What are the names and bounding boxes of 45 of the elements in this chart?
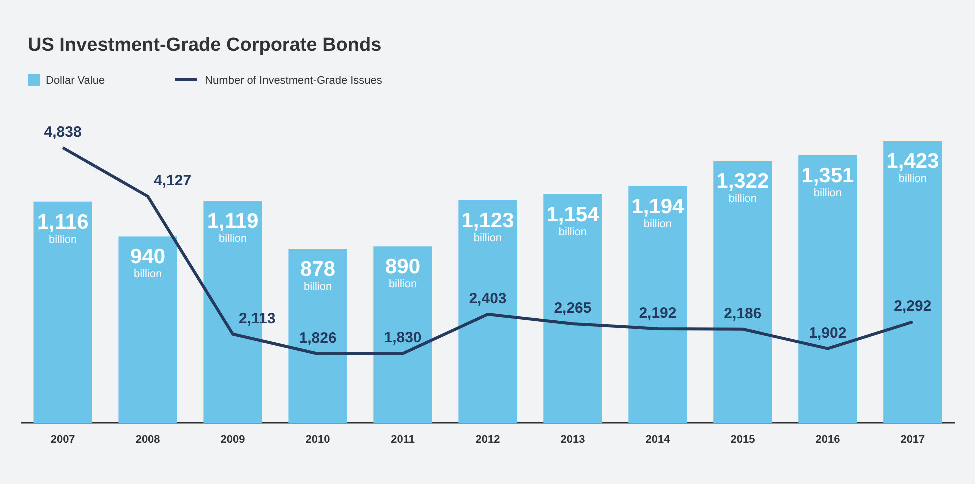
data-label: 1,423 billion bbox=[886, 150, 940, 185]
data-label: 1,119 billion bbox=[207, 210, 259, 246]
x-tick-label: 2013 bbox=[560, 434, 586, 446]
legend-label: Number of Investment-Grade Issues bbox=[205, 75, 383, 87]
bar bbox=[544, 194, 602, 423]
bar bbox=[714, 161, 772, 423]
data-label: 2,265 bbox=[554, 300, 592, 317]
x-tick-label: 2014 bbox=[646, 434, 672, 446]
data-label: 2,292 bbox=[894, 298, 932, 316]
bar bbox=[288, 249, 348, 423]
x-tick-label: 2010 bbox=[306, 434, 330, 446]
x-tick-label: 2007 bbox=[50, 434, 76, 446]
data-label: 2,186 bbox=[724, 305, 762, 322]
x-tick-label: 2009 bbox=[220, 434, 246, 446]
data-label: 878 billion bbox=[300, 258, 336, 294]
data-label: 1,116 billion bbox=[37, 210, 89, 246]
x-tick-label: 2015 bbox=[730, 434, 756, 446]
bar bbox=[884, 141, 942, 423]
data-label: 1,830 bbox=[384, 330, 422, 347]
bar bbox=[374, 246, 432, 423]
data-label: 1,154 billion bbox=[546, 203, 600, 238]
chart-title: US Investment-Grade Corporate Bonds bbox=[28, 35, 382, 56]
data-label: 1,902 bbox=[809, 324, 847, 342]
bar bbox=[118, 236, 178, 423]
data-label: 1,194 billion bbox=[632, 195, 685, 230]
data-label: 1,123 billion bbox=[462, 209, 514, 244]
x-tick-label: 2012 bbox=[476, 434, 500, 446]
data-label: 1,351 billion bbox=[802, 164, 855, 200]
data-label: 4,127 bbox=[154, 172, 192, 190]
data-label: 1,322 billion bbox=[716, 170, 770, 206]
data-label: 2,192 bbox=[639, 304, 677, 322]
data-label: 2,403 bbox=[469, 290, 507, 308]
x-tick-label: 2008 bbox=[136, 434, 160, 446]
bar bbox=[458, 200, 518, 423]
x-tick-label: 2016 bbox=[816, 434, 840, 446]
x-tick-label: 2017 bbox=[900, 434, 926, 446]
legend-label: Dollar Value bbox=[46, 75, 106, 87]
bar bbox=[798, 155, 858, 423]
bar bbox=[34, 202, 92, 423]
bar bbox=[628, 186, 688, 423]
data-label: 940 billion bbox=[130, 246, 166, 281]
data-label: 4,838 bbox=[44, 124, 82, 141]
x-tick-label: 2011 bbox=[391, 434, 415, 446]
data-label: 890 billion bbox=[385, 256, 421, 291]
data-label: 1,826 bbox=[299, 330, 337, 347]
